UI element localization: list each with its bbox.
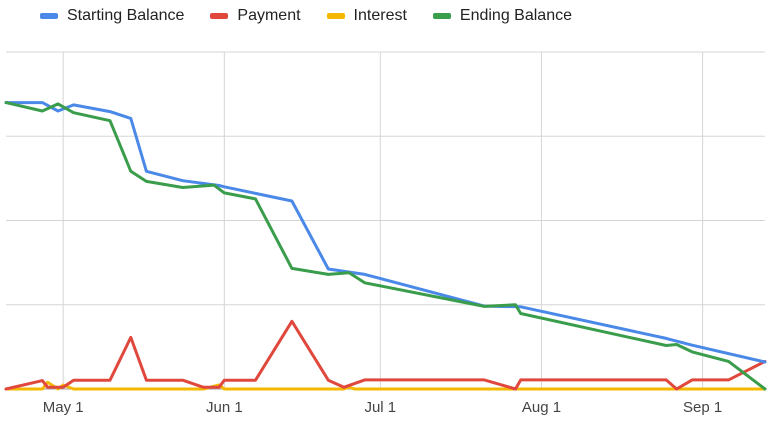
x-tick-label: Jul 1 xyxy=(364,399,396,416)
legend-item-payment[interactable]: Payment xyxy=(210,7,301,25)
legend-label: Interest xyxy=(353,7,407,24)
legend-label: Starting Balance xyxy=(67,7,185,24)
x-tick-label: Jun 1 xyxy=(206,399,243,416)
legend-item-interest[interactable]: Interest xyxy=(326,7,407,25)
legend-swatch xyxy=(326,13,345,19)
x-tick-label: May 1 xyxy=(43,399,84,416)
chart-legend: Starting Balance Payment Interest Ending Ba… xyxy=(40,4,572,28)
legend-swatch xyxy=(210,13,229,19)
legend-item-starting-balance[interactable]: Starting Balance xyxy=(40,7,184,25)
legend-label: Payment xyxy=(237,7,301,24)
grid xyxy=(6,51,765,390)
legend-swatch xyxy=(40,13,58,19)
legend-swatch xyxy=(432,13,451,19)
legend-item-ending-balance[interactable]: Ending Balance xyxy=(432,7,572,25)
x-tick-label: Aug 1 xyxy=(522,399,561,416)
legend-label: Ending Balance xyxy=(459,7,572,24)
series-line-interest xyxy=(4,380,767,391)
x-tick-label: Sep 1 xyxy=(683,399,722,416)
series-lines xyxy=(4,101,767,391)
x-axis: May 1 Jun 1 Jul 1 Aug 1 Sep 1 xyxy=(43,399,722,416)
series-line-ending-balance xyxy=(4,101,767,391)
series-line-payment xyxy=(4,319,767,391)
series-line-starting-balance xyxy=(4,101,767,364)
